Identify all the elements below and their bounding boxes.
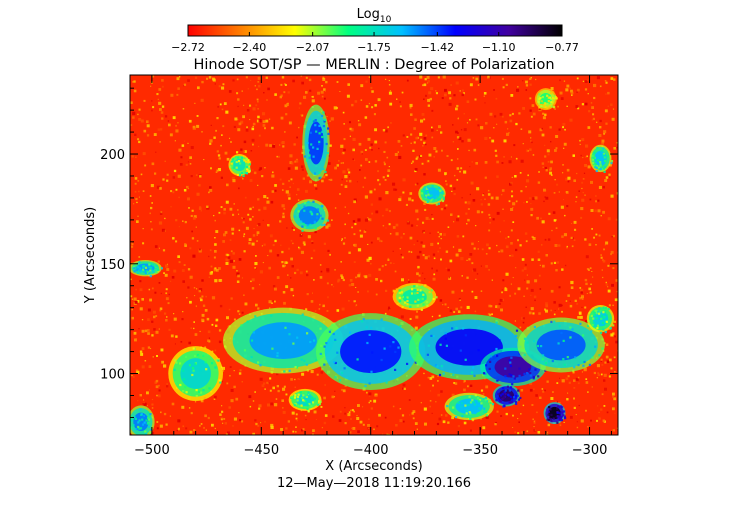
timestamp: 12—May—2018 11:19:20.166 — [277, 476, 471, 491]
polarization-region — [392, 282, 438, 311]
colorbar-title: Log10 — [357, 7, 392, 25]
polarization-region — [228, 154, 251, 177]
polarization-region — [316, 313, 426, 390]
polarization-region — [223, 307, 344, 374]
polarization-region — [288, 388, 322, 413]
polarization-region — [444, 392, 495, 421]
y-tick-label: 200 — [100, 148, 125, 163]
x-tick-label: −350 — [462, 443, 498, 458]
y-tick-label: 150 — [100, 258, 125, 273]
colorbar-tick-label: −1.75 — [357, 41, 391, 54]
y-axis-label: Y (Arcseconds) — [83, 207, 98, 304]
axis-ticks: −500 −450 −400 −350 −300 100 150 200 — [100, 75, 618, 458]
colorbar-tick-label: −2.07 — [296, 41, 330, 54]
polarization-region — [492, 384, 522, 408]
colorbar — [187, 24, 563, 37]
heatmap-plot — [130, 75, 618, 435]
colorbar-tick-label: −1.10 — [482, 41, 516, 54]
polarization-region — [543, 402, 567, 425]
colorbar-tick-label: −0.77 — [545, 41, 579, 54]
polarization-region — [589, 144, 614, 173]
polarization-region — [168, 346, 224, 401]
polarization-region — [586, 304, 615, 334]
x-tick-label: −300 — [572, 443, 608, 458]
polarization-region — [517, 317, 605, 373]
x-tick-label: −500 — [134, 443, 170, 458]
polarization-region — [534, 88, 558, 111]
polarization-region — [418, 182, 446, 206]
polarization-region — [130, 405, 155, 435]
chart-title: Hinode SOT/SP — MERLIN : Degree of Polar… — [193, 57, 554, 73]
polarization-region — [302, 104, 330, 182]
plot-frame — [129, 74, 619, 436]
colorbar-title-main: Log — [357, 7, 380, 22]
x-tick-label: −450 — [243, 443, 279, 458]
y-tick-label: 100 — [100, 368, 125, 383]
colorbar-tick-label: −2.40 — [233, 41, 267, 54]
polarization-region — [290, 199, 330, 232]
colorbar-tick-label: −2.72 — [171, 41, 205, 54]
x-tick-label: −400 — [353, 443, 389, 458]
colorbar-tick-label: −1.42 — [420, 41, 454, 54]
colorbar-ticks: −2.72 −2.40 −2.07 −1.75 −1.42 −1.10 −0.77 — [171, 32, 579, 54]
colorbar-title-subscript: 10 — [380, 15, 392, 25]
x-axis-label: X (Arcseconds) — [325, 459, 422, 474]
